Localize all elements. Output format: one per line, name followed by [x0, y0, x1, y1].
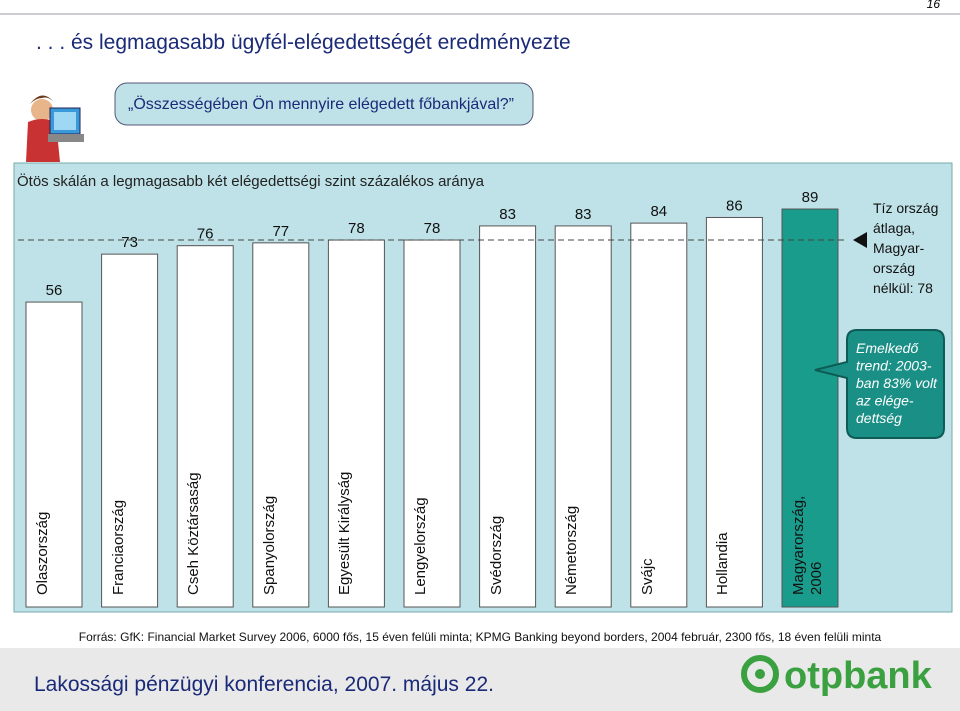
category-label: Olaszország: [34, 511, 51, 595]
average-marker: [853, 232, 867, 249]
slide-title: . . . és legmagasabb ügyfél-elégedettség…: [36, 31, 571, 54]
value-label: 73: [121, 234, 138, 251]
average-label: nélkül: 78: [873, 280, 933, 296]
average-label: Magyar-: [873, 240, 925, 256]
value-label: 83: [575, 206, 592, 223]
source: Forrás: GfK: Financial Market Survey 200…: [79, 630, 882, 644]
category-label: Franciaország: [109, 499, 127, 595]
callout-box: [814, 329, 945, 439]
callout-text: trend: 2003-: [856, 358, 932, 374]
average-label: Tíz ország: [873, 200, 938, 216]
bar: [403, 239, 461, 608]
value-label: 56: [46, 282, 63, 299]
person-icon: [26, 95, 84, 162]
logo-mark: [741, 655, 779, 693]
bar: [630, 222, 688, 608]
value-label: 86: [726, 197, 743, 214]
category-label: Németország: [563, 505, 581, 595]
callout-text: dettség: [856, 410, 902, 426]
value-label: 84: [650, 203, 667, 220]
bar: [101, 253, 159, 608]
footer-bar: [0, 648, 960, 711]
bar: [554, 225, 612, 608]
category-label: Egyesült Királyság: [336, 471, 354, 595]
logo: otpbank: [784, 655, 933, 697]
category-label: Hollandia: [714, 532, 732, 595]
bar: [781, 208, 839, 608]
category-label: Lengyelország: [412, 497, 429, 595]
bar: [176, 245, 234, 608]
value-label: 76: [197, 226, 214, 243]
category-label: Spanyolország: [260, 495, 278, 595]
page-number: 16: [927, 0, 941, 11]
category-label: Magyarország, 2006: [790, 495, 825, 595]
value-label: 83: [499, 206, 516, 223]
callout-text: az elége-: [856, 393, 914, 409]
question-box: [114, 82, 534, 126]
footer: Lakossági pénzügyi konferencia, 2007. má…: [34, 673, 494, 696]
average-label: átlaga,: [873, 220, 915, 236]
bar: [327, 239, 385, 608]
category-label: Cseh Köztársaság: [185, 472, 203, 595]
value-label: 78: [424, 220, 441, 237]
category-label: Svédország: [487, 515, 505, 595]
callout-text: ban 83% volt: [856, 375, 938, 391]
value-label: 77: [272, 223, 289, 240]
bar: [479, 225, 537, 608]
value-label: 89: [802, 189, 819, 206]
category-label: Svájc: [638, 558, 656, 595]
callout-text: Emelkedő: [856, 340, 918, 356]
average-label: ország: [873, 260, 915, 276]
bar: [252, 242, 310, 608]
question: „Összességében Ön mennyire elégedett főb…: [128, 95, 514, 113]
bar: [705, 216, 763, 608]
chart-title: Ötös skálán a legmagasabb két elégedetts…: [17, 172, 485, 190]
value-label: 78: [348, 220, 365, 237]
bar: [25, 301, 83, 608]
